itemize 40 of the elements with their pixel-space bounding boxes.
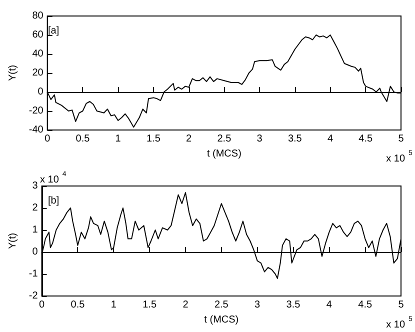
y-axis-title: Y(t) — [8, 64, 18, 82]
x-tick-label: 3 — [254, 300, 261, 310]
x-tick-label: 1.5 — [142, 300, 157, 310]
y-tick-label: -1 — [28, 268, 38, 280]
x-tick-label: 4 — [327, 134, 334, 144]
y-axis-title: Y(t) — [8, 232, 18, 250]
y-tick-label: 2 — [32, 202, 38, 214]
x-tick-label: 0.5 — [76, 134, 90, 144]
x-tick-label: 4.5 — [358, 134, 374, 144]
x-tick-label: 3.5 — [288, 134, 302, 144]
x-tick-label: 1 — [115, 134, 122, 144]
x-tick-label: 2 — [182, 300, 189, 310]
x-tick-label: 2.5 — [214, 300, 229, 310]
y-tick-label: 20 — [32, 68, 44, 78]
y-tick-label: -20 — [28, 106, 44, 116]
x-axis-title: t (MCS) — [206, 148, 242, 160]
x-tick-label: 0.5 — [70, 300, 86, 310]
x-tick-label: 1 — [110, 300, 117, 310]
y-tick-label: -40 — [28, 124, 44, 136]
x-tick-label: 2.5 — [217, 134, 232, 144]
y-tick-label: 1 — [32, 224, 38, 236]
y-tick-label: 0 — [32, 246, 38, 258]
x-tick-label: 4.5 — [358, 300, 372, 310]
x-tick-label: 3.5 — [286, 300, 301, 310]
x-tick-label: 4 — [326, 300, 332, 310]
x-tick-label: 5 — [398, 134, 404, 144]
x-tick-label: 3 — [256, 134, 263, 144]
y-tick-label: -2 — [28, 290, 38, 302]
x-tick-label: 5 — [398, 300, 404, 310]
y-tick-label: 80 — [32, 10, 44, 22]
y-tick-label: 40 — [32, 48, 44, 60]
y-tick-label: 3 — [32, 180, 38, 192]
annotation: [b] — [48, 196, 60, 206]
y-tick-label: 0 — [38, 86, 44, 98]
x-tick-label: 1.5 — [146, 134, 161, 144]
x-tick-label: 0 — [44, 134, 51, 144]
y-tick-label: 60 — [32, 30, 44, 40]
x-tick-label: 2 — [186, 134, 192, 144]
x-axis-title: t (MCS) — [204, 314, 239, 326]
annotation: [a] — [48, 26, 60, 36]
